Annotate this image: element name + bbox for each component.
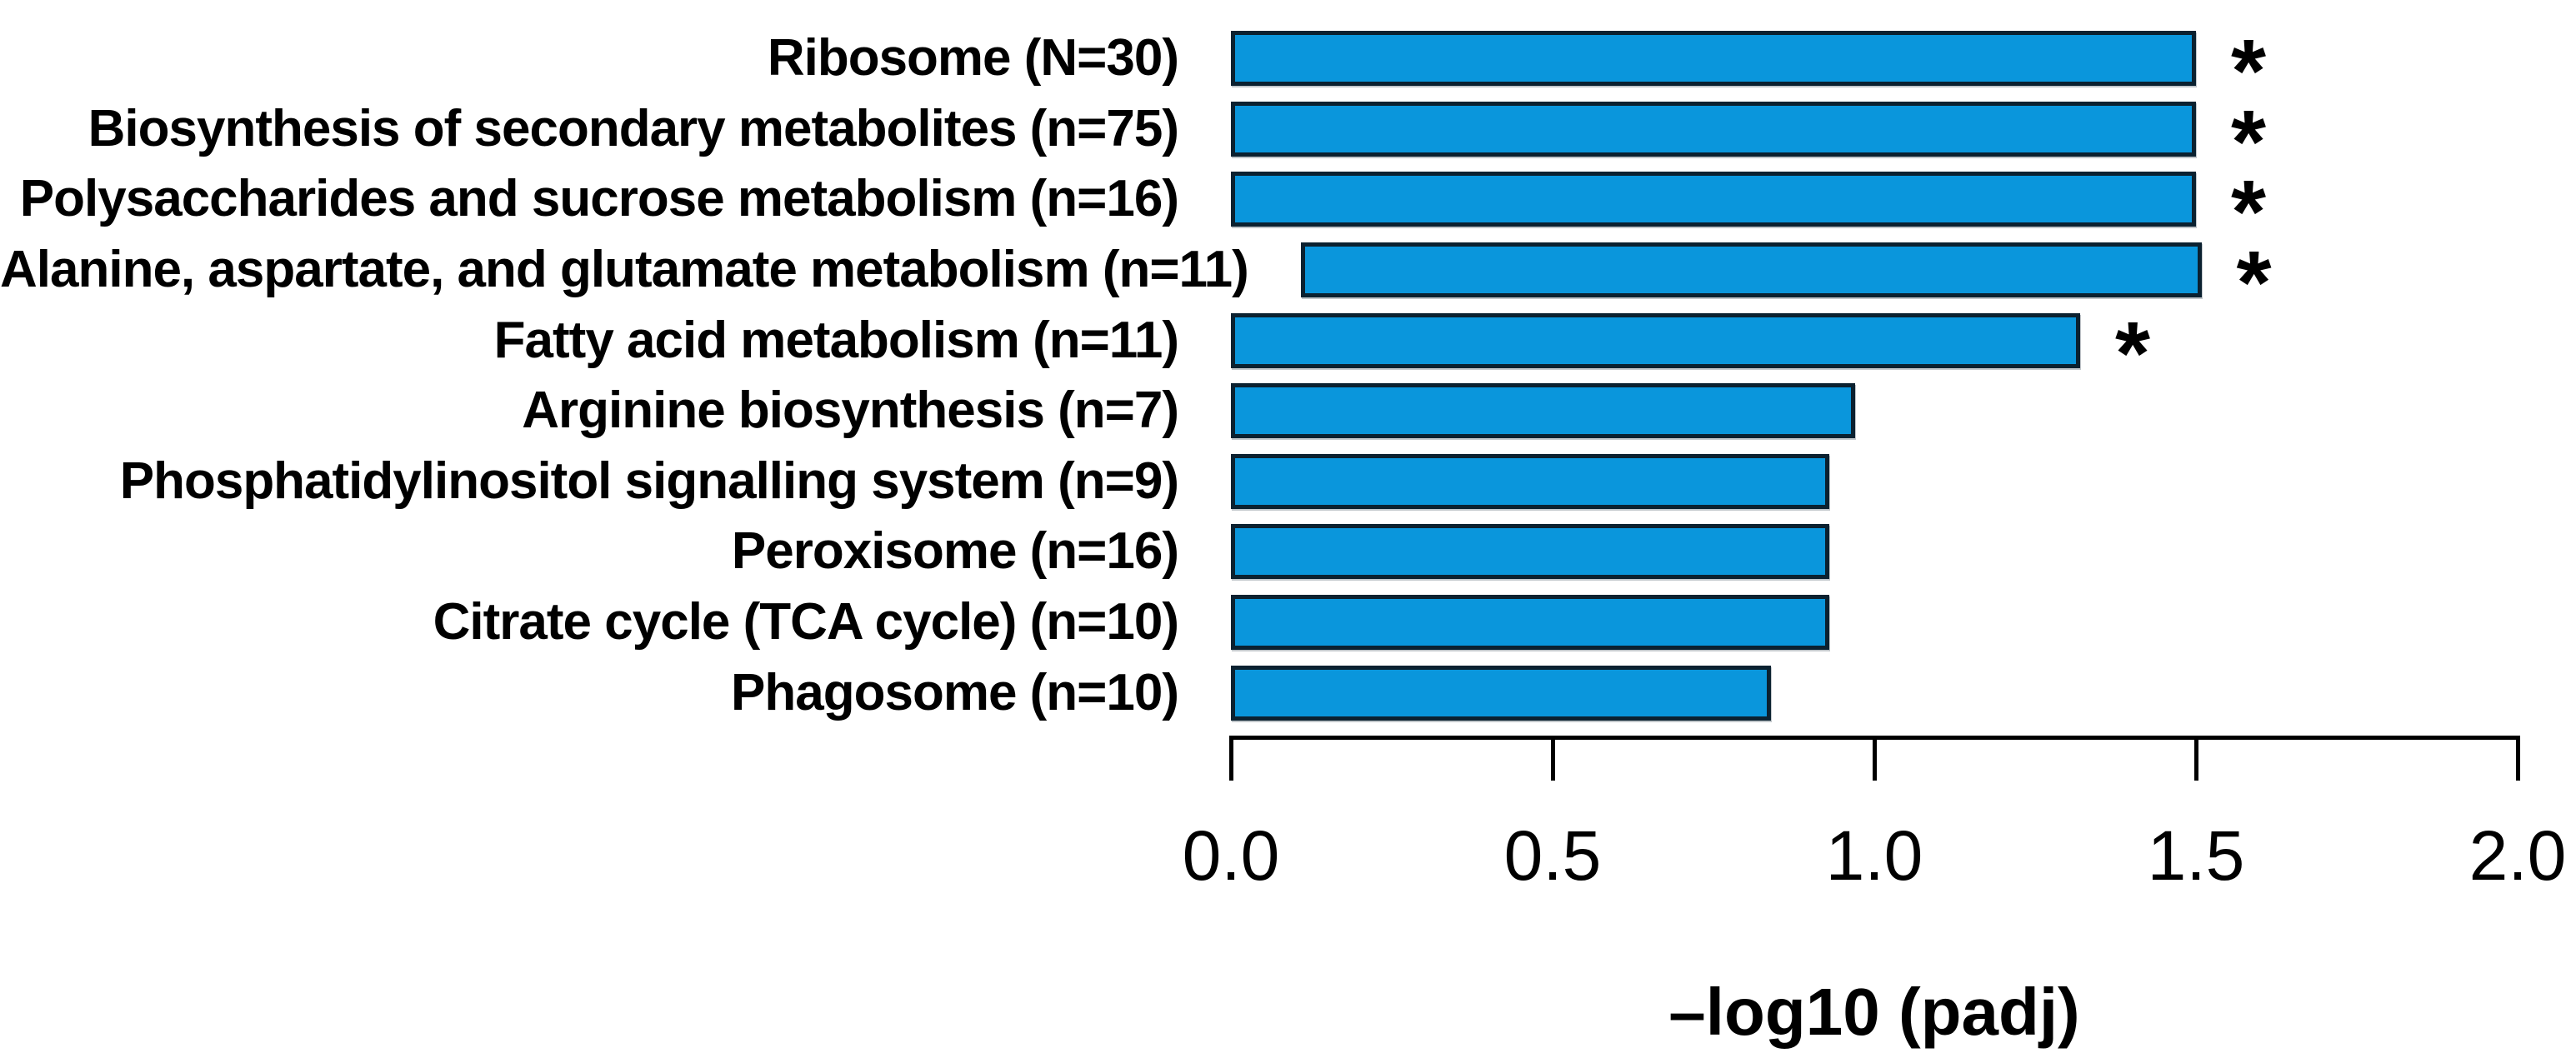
bar [1231, 665, 1772, 721]
x-tick-label: 1.0 [1825, 816, 1923, 895]
bar-row: Phagosome (n=10) [0, 657, 2576, 728]
bar-row: Alanine, aspartate, and glutamate metabo… [0, 235, 2576, 327]
x-tick-label: 1.5 [2147, 816, 2245, 895]
bar-row: Polysaccharides and sucrose metabolism (… [0, 164, 2576, 257]
category-label: Alanine, aspartate, and glutamate metabo… [0, 241, 1249, 299]
x-axis-title: –log10 (padj) [1668, 975, 2080, 1049]
x-axis-tick [2193, 739, 2198, 781]
bar [1231, 383, 1855, 439]
bar [1231, 172, 2196, 227]
x-axis [1228, 736, 2520, 786]
category-label: Phosphatidylinositol signalling system (… [119, 452, 1179, 510]
bar-row: Fatty acid metabolism (n=11) * [0, 305, 2576, 397]
category-label: Biosynthesis of secondary metabolites (n… [88, 99, 1179, 157]
category-label: Fatty acid metabolism (n=11) [493, 311, 1179, 369]
category-label: Ribosome (N=30) [767, 29, 1179, 87]
category-label: Polysaccharides and sucrose metabolism (… [19, 170, 1179, 228]
x-axis-tick [2515, 739, 2520, 781]
bar [1231, 312, 2081, 368]
bar-row: Citrate cycle (TCA cycle) (n=10) [0, 587, 2576, 658]
x-axis-line [1228, 736, 2520, 740]
x-tick-label: 0.5 [1503, 816, 1602, 895]
bar-track: * [1231, 97, 2576, 187]
x-tick-label: 2.0 [2468, 816, 2567, 895]
bar [1231, 595, 1829, 651]
bar-track [1231, 595, 2576, 651]
bar-rows: Ribosome (N=30) * Biosynthesis of second… [0, 23, 2576, 728]
bar [1231, 101, 2196, 157]
bar-row: Peroxisome (n=16) [0, 517, 2576, 587]
bar-track [1231, 453, 2576, 509]
bar-track [1231, 524, 2576, 580]
bar-track: * [1231, 26, 2576, 116]
bar-track: * [1231, 307, 2576, 397]
category-label: Citrate cycle (TCA cycle) (n=10) [433, 593, 1179, 651]
x-axis-tick [1872, 739, 1877, 781]
bar-track: * [1300, 237, 2576, 327]
x-axis-tick [1228, 739, 1233, 781]
category-label: Arginine biosynthesis (n=7) [522, 382, 1179, 440]
bar [1231, 524, 1829, 580]
category-label: Peroxisome (n=16) [731, 522, 1179, 581]
bar-track: * [1231, 167, 2576, 257]
bar [1231, 31, 2196, 87]
bar-row: Ribosome (N=30) * [0, 23, 2576, 116]
bar [1300, 242, 2202, 298]
bar-row: Phosphatidylinositol signalling system (… [0, 447, 2576, 517]
bar-row: Biosynthesis of secondary metabolites (n… [0, 94, 2576, 187]
category-label: Phagosome (n=10) [731, 663, 1179, 721]
bar-track [1231, 383, 2576, 439]
bar [1231, 453, 1829, 509]
x-axis-tick [1550, 739, 1555, 781]
bar-row: Arginine biosynthesis (n=7) [0, 376, 2576, 447]
x-tick-label: 0.0 [1182, 816, 1280, 895]
bar-track [1231, 665, 2576, 721]
